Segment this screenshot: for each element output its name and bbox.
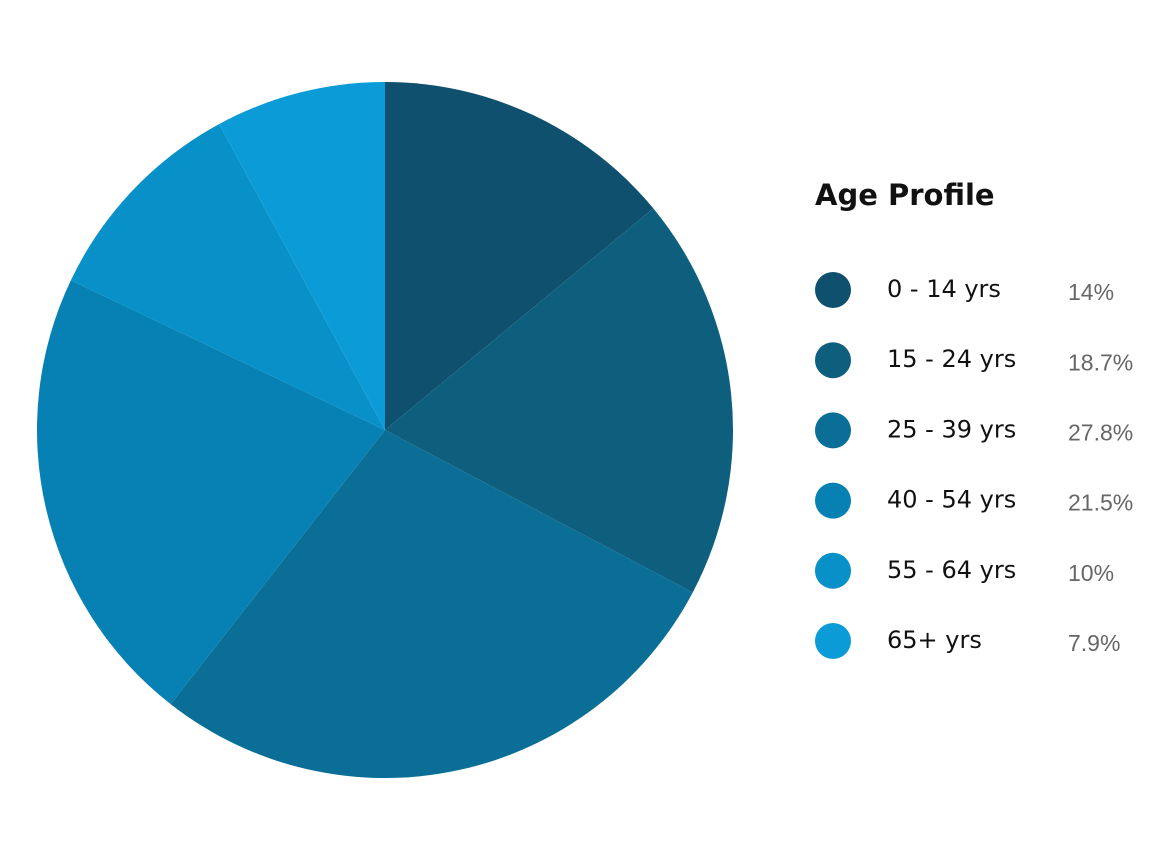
- pie-slice: [385, 82, 654, 430]
- legend-value: 21.5%: [1068, 490, 1133, 516]
- legend-swatch: [815, 552, 851, 589]
- pie-slice: [170, 430, 693, 778]
- legend-swatch: [815, 272, 851, 308]
- legend-value: 18.7%: [1068, 349, 1133, 375]
- legend-label: 0 - 14 yrs: [887, 275, 1001, 303]
- legend-swatch: [815, 342, 851, 379]
- pie-slice: [385, 208, 733, 593]
- legend-value: 7.9%: [1068, 630, 1120, 656]
- legend-swatch: [815, 412, 851, 449]
- pie-slice: [70, 124, 385, 430]
- legend-value: 27.8%: [1068, 419, 1133, 445]
- pie-slice: [36, 280, 385, 705]
- pie-slice: [219, 82, 385, 430]
- legend-swatch: [815, 623, 851, 659]
- legend-label: 55 - 64 yrs: [887, 556, 1016, 584]
- legend-value: 14%: [1068, 279, 1114, 305]
- legend-label: 65+ yrs: [887, 626, 982, 654]
- legend-swatch: [815, 482, 851, 519]
- legend-label: 15 - 24 yrs: [887, 345, 1016, 373]
- chart-title: Age Profile: [815, 178, 995, 212]
- legend-value: 10%: [1068, 560, 1114, 586]
- legend-label: 25 - 39 yrs: [887, 415, 1016, 443]
- legend-label: 40 - 54 yrs: [887, 486, 1016, 514]
